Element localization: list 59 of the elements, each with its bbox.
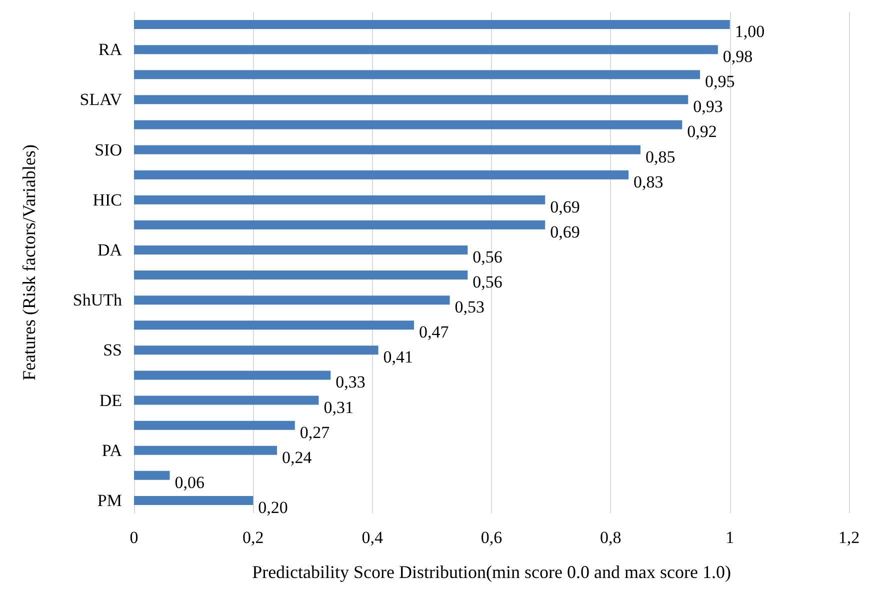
x-tick-label: 0,8 [600, 528, 622, 547]
x-tick-label: 0,2 [242, 528, 264, 547]
bar [134, 446, 277, 455]
y-tick-label: SS [103, 340, 122, 360]
data-label: 0,92 [687, 122, 717, 142]
x-tick-label: 0,6 [480, 528, 502, 547]
y-tick-label: SIO [94, 140, 122, 160]
bar [134, 420, 295, 430]
bar [134, 120, 682, 130]
bar [134, 20, 730, 30]
bar [134, 396, 319, 405]
x-tick-label: 1 [726, 528, 734, 547]
data-label: 0,83 [634, 172, 664, 192]
data-label: 0,27 [300, 422, 330, 442]
bar [134, 270, 468, 280]
data-label: 1,00 [734, 22, 765, 42]
y-tick-label: PA [102, 440, 123, 460]
data-label: 0,93 [693, 97, 723, 116]
y-tick-label: SLAV [80, 90, 123, 110]
data-label: 0,98 [722, 47, 753, 66]
bar [134, 45, 718, 54]
x-tick-label: 0 [130, 528, 138, 547]
bar [134, 370, 331, 380]
data-label: 0,47 [419, 322, 450, 342]
y-tick-label: DA [97, 240, 123, 260]
bar [134, 320, 414, 330]
data-label: 0,31 [324, 398, 354, 417]
bar [134, 245, 468, 254]
bar [134, 170, 629, 180]
bar [134, 95, 688, 104]
bar [134, 296, 450, 305]
bar [134, 145, 640, 154]
data-label: 0,53 [454, 298, 485, 317]
bar [134, 470, 170, 480]
x-axis-title: Predictability Score Distribution(min score 0.0 and max score 1.0) [252, 562, 731, 582]
data-label: 0,33 [336, 372, 366, 392]
bar [134, 496, 254, 505]
data-label: 0,95 [705, 72, 735, 92]
x-tick-label: 1,2 [838, 528, 860, 547]
data-label: 0,69 [550, 222, 580, 242]
data-label: 0,41 [383, 348, 414, 367]
y-tick-label: ShUTh [72, 290, 122, 310]
data-label: 0,24 [282, 448, 312, 467]
y-tick-label: HIC [92, 190, 122, 210]
bar [134, 346, 378, 355]
data-label: 0,69 [550, 197, 580, 216]
y-tick-label: PM [97, 490, 122, 510]
bar [134, 70, 700, 80]
y-axis-title: Features (Risk factors/Variables) [19, 144, 39, 380]
bar [134, 220, 546, 230]
y-tick-label: RA [98, 40, 123, 60]
x-tick-label: 0,4 [362, 528, 384, 547]
data-label: 0,56 [472, 272, 502, 292]
data-label: 0,20 [258, 498, 288, 517]
data-label: 0,85 [645, 147, 676, 166]
y-tick-label: DE [99, 390, 122, 410]
data-label: 0,06 [174, 472, 204, 492]
data-label: 0,56 [472, 247, 502, 266]
bar [134, 195, 546, 204]
